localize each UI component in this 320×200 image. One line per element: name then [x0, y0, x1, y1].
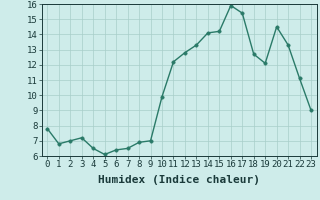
X-axis label: Humidex (Indice chaleur): Humidex (Indice chaleur)	[98, 175, 260, 185]
